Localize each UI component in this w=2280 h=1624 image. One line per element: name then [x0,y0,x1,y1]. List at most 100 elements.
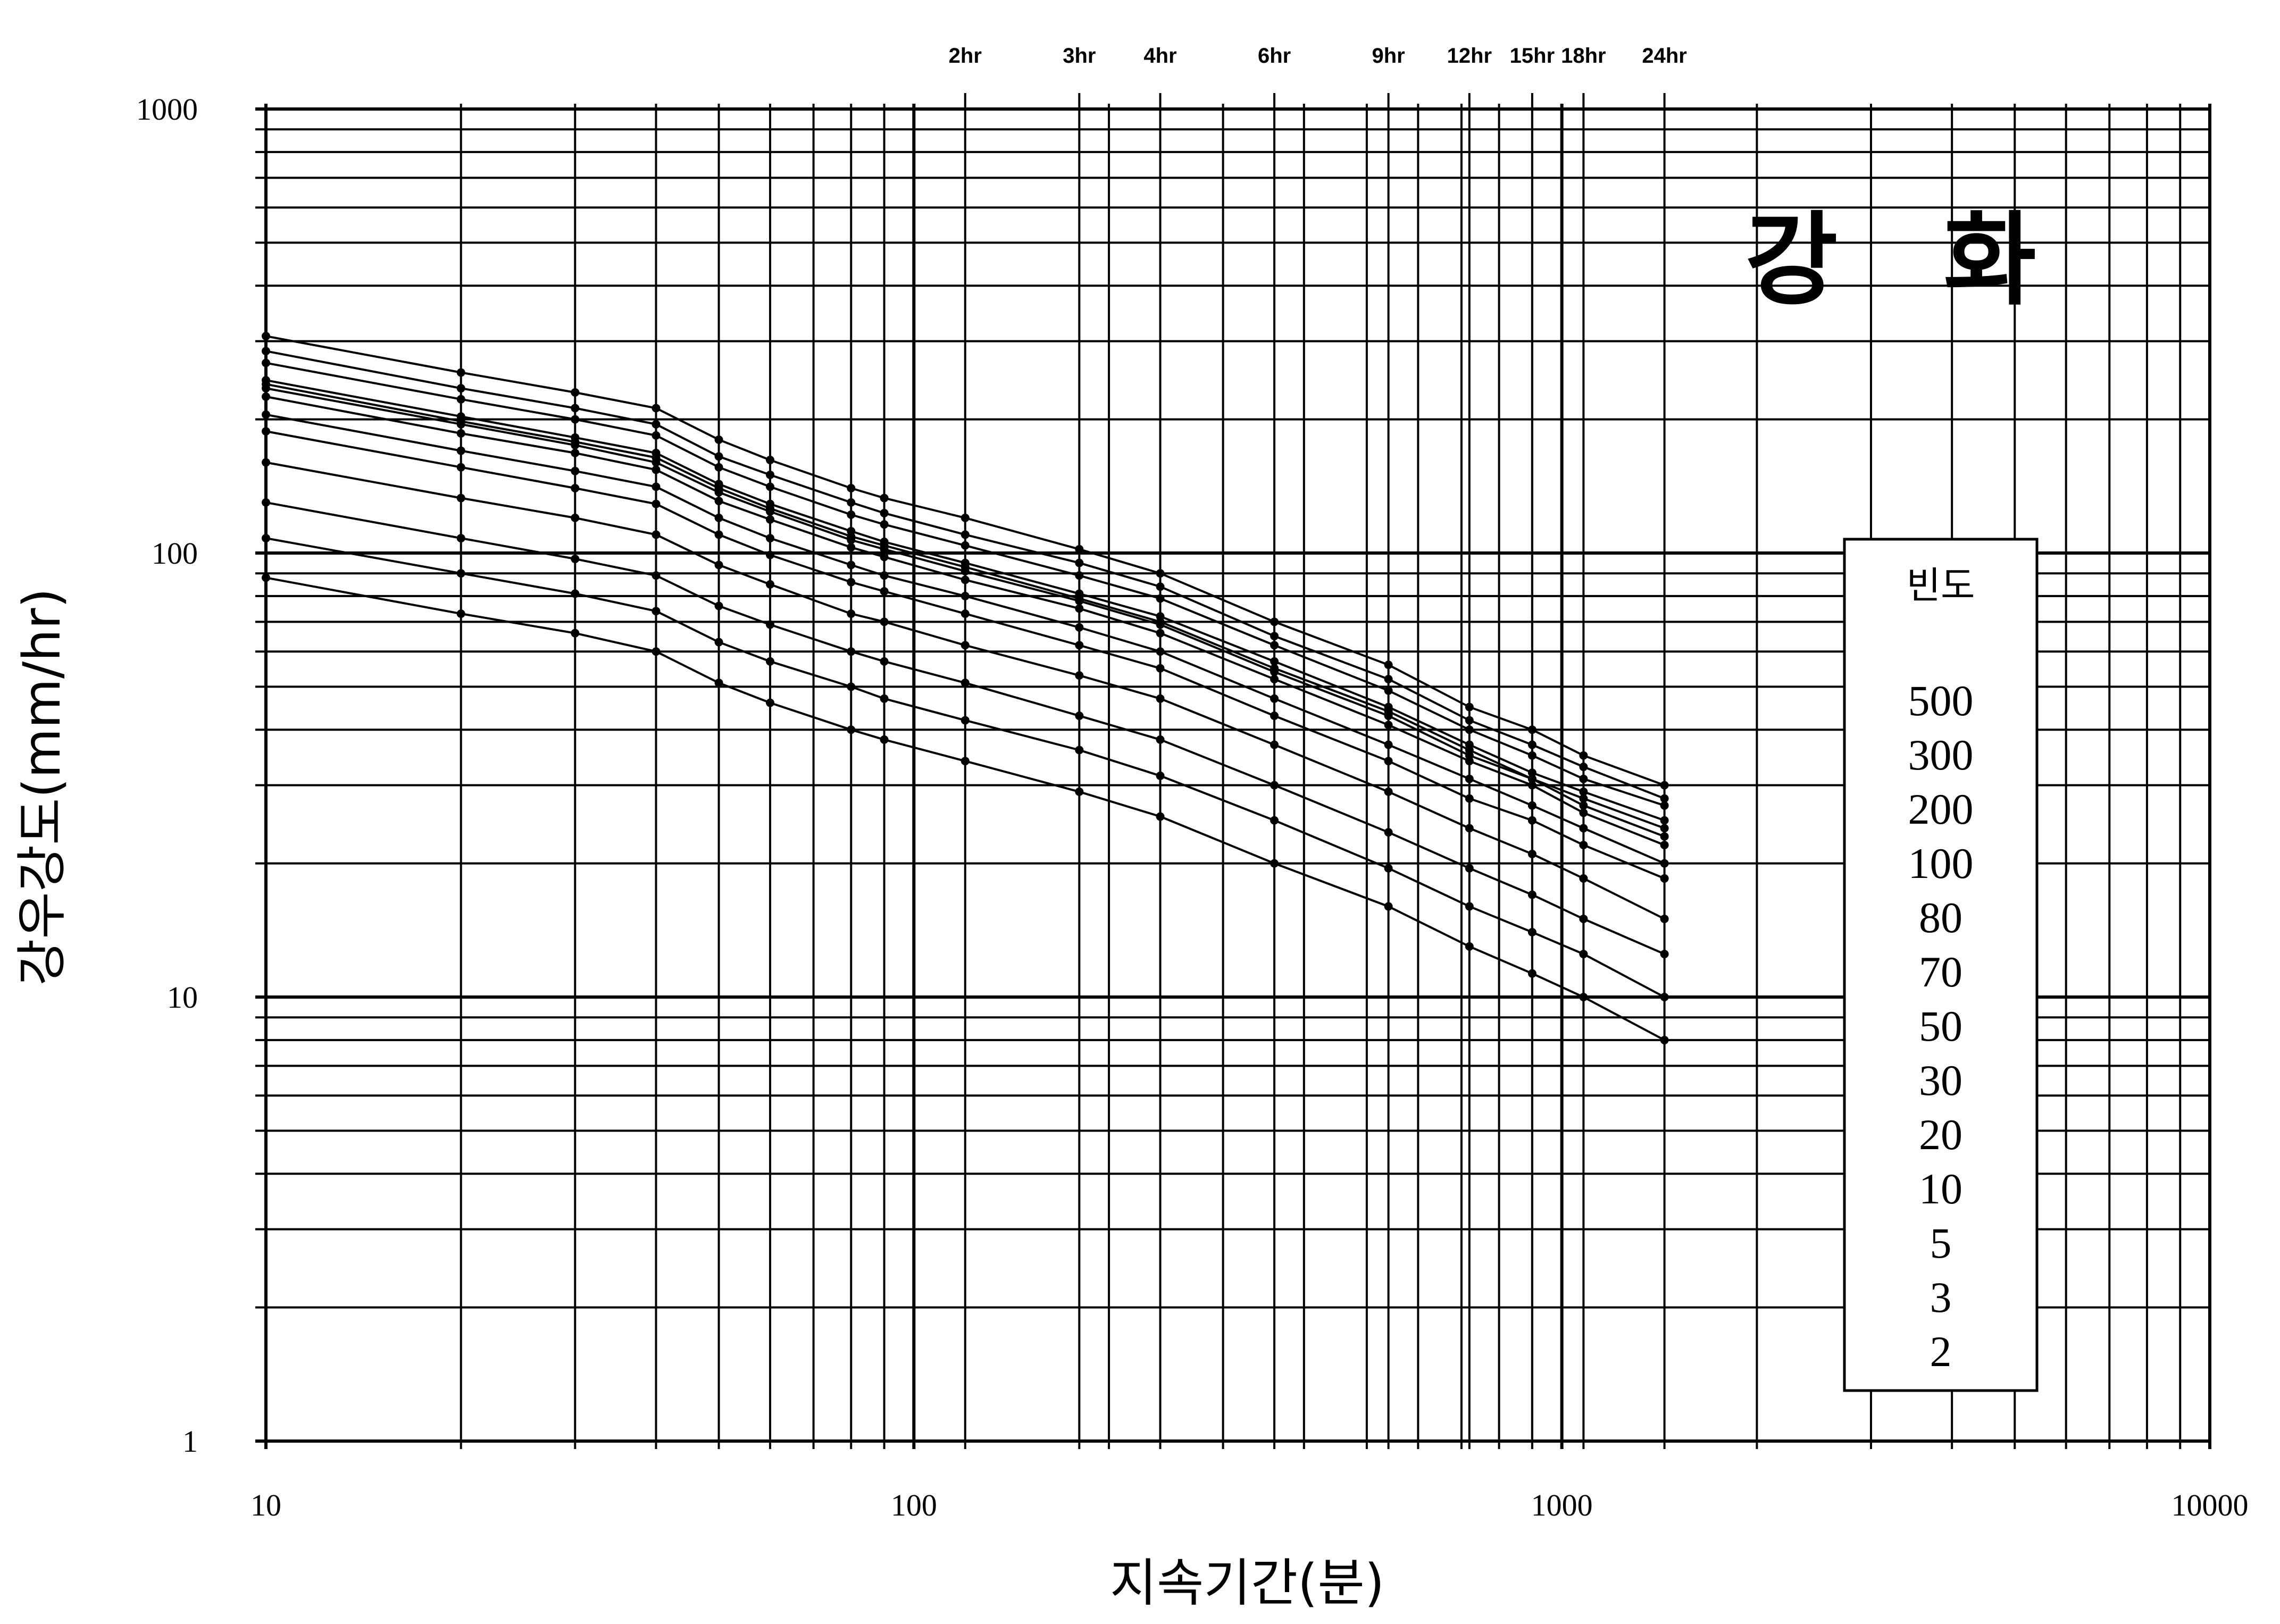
data-point [1270,694,1279,703]
data-point [1579,841,1588,850]
data-point [1384,711,1393,721]
data-point [1270,657,1279,666]
data-point [766,456,775,465]
data-point [1660,914,1669,923]
data-point [1527,751,1536,760]
data-point [1384,721,1393,730]
data-point [1270,675,1279,684]
data-point [766,580,775,589]
data-point [1384,864,1393,873]
data-point [847,577,856,587]
data-point [1156,620,1165,629]
data-point [1465,716,1474,725]
data-point [880,520,889,529]
duration-label: 2hr [949,44,982,68]
data-point [847,483,856,492]
data-point [571,404,580,413]
data-point [1270,617,1279,626]
data-point [961,567,970,576]
data-point [1465,902,1474,911]
data-point [1075,623,1084,632]
duration-label: 6hr [1258,44,1291,68]
data-point [1527,816,1536,825]
data-point [1384,787,1393,796]
data-point [714,463,723,472]
data-point [1075,711,1084,721]
data-point [1660,859,1669,868]
data-point [847,609,856,618]
data-point [1527,969,1536,978]
data-point [1660,950,1669,959]
data-point [1527,725,1536,734]
data-point [1660,816,1669,825]
data-point [1579,808,1588,817]
data-point [1527,768,1536,777]
data-point [766,507,775,516]
data-point [766,534,775,543]
data-point [571,629,580,638]
data-point [961,541,970,550]
data-point [961,575,970,584]
x-tick-label: 10000 [2172,1488,2249,1522]
data-point [1384,902,1393,911]
x-tick-label: 100 [891,1488,937,1522]
data-point [1527,801,1536,810]
data-point [456,420,465,429]
data-point [961,716,970,725]
data-point [1075,604,1084,613]
duration-label: 9hr [1372,44,1405,68]
data-point [880,545,889,554]
legend-item: 30 [1919,1056,1962,1104]
data-point [456,429,465,438]
data-point [847,725,856,734]
data-point [714,601,723,610]
data-point [1156,812,1165,821]
legend-item: 200 [1908,785,1974,833]
data-point [1156,594,1165,603]
legend: 빈도 500 300 200 100 80 70 50 30 20 10 5 3 2 [1843,538,2039,1392]
data-point [456,534,465,543]
data-point [1660,841,1669,850]
y-axis-title: 강우강도(mm/hr) [12,588,72,986]
data-point [262,332,270,341]
data-point [1384,828,1393,837]
data-point [766,698,775,707]
legend-item: 500 [1908,676,1974,725]
data-point [456,569,465,578]
data-point [880,694,889,703]
data-point [880,508,889,517]
data-point [1384,740,1393,749]
data-point [1660,874,1669,883]
data-point [571,513,580,522]
legend-item: 70 [1919,948,1962,996]
data-point [1465,702,1474,711]
data-point [1579,874,1588,883]
legend-item: 80 [1919,893,1962,942]
data-point [714,497,723,506]
data-point [1270,667,1279,676]
data-point [1156,629,1165,638]
data-point [1579,794,1588,803]
data-point [652,499,661,508]
data-point [652,530,661,539]
data-point [652,607,661,616]
duration-label: 15hr [1510,44,1555,68]
data-point [456,463,465,472]
data-point [880,735,889,744]
data-point [652,571,661,580]
data-point [1579,787,1588,796]
data-point [714,638,723,647]
legend-item: 2 [1930,1327,1952,1376]
axis-labels: 10 100 1000 10000 1 10 100 1000 2hr 3hr 4hr 6hr 9hr 1… [136,44,2249,1522]
data-point [766,470,775,479]
data-point [1270,859,1279,868]
data-point [1270,641,1279,650]
data-point [1270,711,1279,721]
legend-item: 50 [1919,1002,1962,1050]
data-point [880,657,889,666]
legend-item: 100 [1908,839,1974,888]
data-point [1660,993,1669,1001]
data-point [961,609,970,618]
data-point [880,571,889,580]
